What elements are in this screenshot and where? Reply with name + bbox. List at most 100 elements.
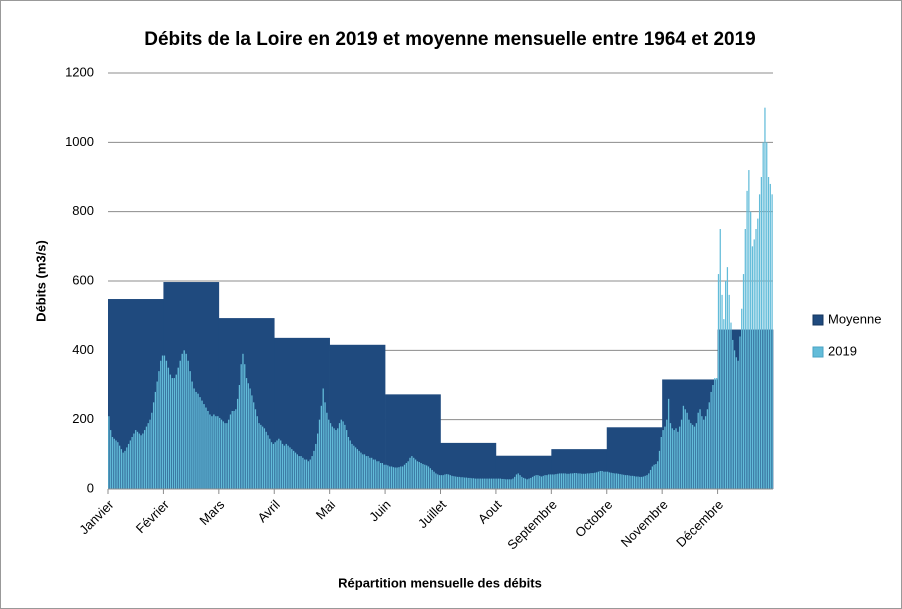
daily-bar xyxy=(750,211,752,489)
daily-bar xyxy=(108,416,110,489)
daily-bar xyxy=(207,411,209,489)
daily-bar xyxy=(607,471,609,489)
daily-bar xyxy=(420,463,422,489)
daily-bar xyxy=(389,466,391,489)
daily-bar xyxy=(337,428,339,489)
daily-bar xyxy=(699,409,701,489)
daily-bar xyxy=(693,426,696,489)
daily-bar xyxy=(407,461,409,489)
daily-bar xyxy=(632,475,634,489)
daily-bar xyxy=(142,433,144,489)
daily-bar xyxy=(231,411,233,489)
y-tick-label: 800 xyxy=(72,203,94,218)
daily-bar xyxy=(725,281,727,489)
daily-bar xyxy=(626,475,628,489)
daily-bar xyxy=(238,385,241,489)
daily-bar xyxy=(300,456,302,489)
daily-bar xyxy=(594,472,596,489)
daily-bar xyxy=(367,456,369,489)
daily-bar xyxy=(478,478,480,489)
daily-bar xyxy=(251,395,253,489)
daily-bar xyxy=(374,459,376,489)
daily-bar xyxy=(710,391,712,489)
daily-bar xyxy=(262,426,264,489)
daily-bar xyxy=(771,194,773,490)
daily-bar xyxy=(583,473,585,489)
daily-bar xyxy=(258,423,260,489)
daily-bar xyxy=(508,479,510,489)
daily-bar xyxy=(601,470,603,489)
daily-bar xyxy=(369,457,371,489)
daily-bar xyxy=(169,374,172,489)
daily-bar xyxy=(167,367,170,489)
daily-bar xyxy=(363,454,366,489)
daily-bar xyxy=(623,474,625,489)
daily-bar xyxy=(193,388,195,489)
daily-bar xyxy=(181,353,183,489)
daily-bar xyxy=(414,459,417,489)
chart-title: Débits de la Loire en 2019 et moyenne me… xyxy=(144,29,755,50)
daily-bar xyxy=(390,466,393,489)
daily-bar xyxy=(615,473,618,489)
daily-bar xyxy=(644,475,646,489)
daily-bar xyxy=(263,428,266,489)
daily-bar xyxy=(304,459,306,489)
daily-bar xyxy=(464,477,466,489)
daily-bar xyxy=(438,475,441,489)
daily-bar xyxy=(154,391,156,489)
daily-bar xyxy=(531,476,534,489)
daily-bar xyxy=(733,350,736,489)
daily-bar xyxy=(270,442,273,489)
daily-bar xyxy=(648,473,650,489)
daily-bar xyxy=(403,464,406,489)
daily-bar xyxy=(211,416,213,489)
average-bar xyxy=(662,379,718,489)
daily-bar xyxy=(340,419,342,489)
daily-bar xyxy=(760,177,763,489)
daily-bar xyxy=(584,473,587,489)
daily-bar xyxy=(753,239,755,489)
daily-bar xyxy=(610,472,612,489)
daily-bar xyxy=(621,474,623,489)
daily-bar xyxy=(383,464,385,489)
daily-bar xyxy=(117,442,119,489)
daily-bar xyxy=(233,411,235,489)
daily-bar xyxy=(474,478,476,489)
daily-bar xyxy=(487,478,489,489)
daily-bar xyxy=(292,450,295,489)
daily-bar xyxy=(418,461,420,489)
daily-bar xyxy=(152,402,155,489)
daily-bar xyxy=(163,355,166,489)
daily-bar xyxy=(229,414,232,489)
daily-bar xyxy=(187,360,189,489)
daily-bar xyxy=(179,360,181,489)
daily-bar xyxy=(309,459,311,489)
daily-bar xyxy=(311,456,313,489)
daily-bar xyxy=(326,412,328,489)
daily-bar xyxy=(744,229,746,489)
daily-bar xyxy=(272,443,274,489)
daily-bar xyxy=(267,435,269,489)
daily-bar xyxy=(269,438,271,489)
daily-bar xyxy=(588,473,590,489)
daily-bar xyxy=(344,424,346,489)
daily-bar xyxy=(492,478,494,489)
daily-bar xyxy=(342,421,344,489)
daily-bar xyxy=(291,449,293,489)
daily-bar xyxy=(746,190,748,489)
daily-bar xyxy=(489,478,491,489)
average-bar xyxy=(385,394,441,489)
daily-bar xyxy=(485,478,487,489)
daily-bar xyxy=(440,475,443,489)
daily-bar xyxy=(548,474,550,489)
daily-bar xyxy=(160,360,162,489)
daily-bar xyxy=(173,378,175,489)
daily-bar xyxy=(592,473,594,489)
daily-bar xyxy=(156,381,158,489)
daily-bar xyxy=(298,456,300,489)
daily-bar xyxy=(721,294,723,489)
daily-bar xyxy=(708,402,710,489)
daily-bar xyxy=(347,437,350,489)
daily-bar xyxy=(633,476,636,489)
daily-bar xyxy=(396,467,398,489)
